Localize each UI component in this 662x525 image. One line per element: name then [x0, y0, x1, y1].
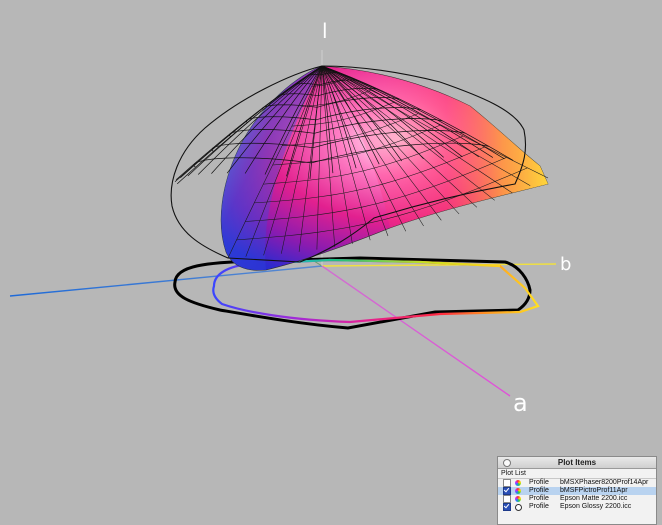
- solid-gamut-mesh: [227, 65, 549, 259]
- plot-item-name: Epson Glossy 2200.icc: [560, 503, 632, 510]
- l-axis-label: l: [322, 19, 328, 43]
- plot-item-kind: Profile: [529, 503, 549, 510]
- plot-list-item[interactable]: Profile Epson Glossy 2200.icc: [498, 503, 656, 511]
- wireframe-meridian: [321, 65, 380, 165]
- visibility-checkbox[interactable]: [503, 503, 511, 511]
- wireframe-meridian: [286, 65, 323, 177]
- plot-item-name: bMSXPhaser8200Prof14Apr: [560, 479, 649, 486]
- wireframe-meridian: [321, 65, 463, 158]
- color-wheel-icon: [515, 496, 521, 502]
- plot-items-title: Plot Items: [557, 458, 597, 467]
- wireframe-parallel: [245, 107, 421, 123]
- wireframe-parallel: [277, 87, 379, 98]
- color-wheel-icon: [515, 488, 521, 494]
- plot-items-panel: Plot Items Plot List Profile bMSXPhaser82…: [497, 456, 657, 525]
- solid-parallel: [254, 146, 486, 204]
- wireframe-parallel: [292, 79, 360, 87]
- plot-list-item[interactable]: Profile bMSFPictroProf11Apr: [498, 487, 656, 495]
- wireframe-parallel: [228, 118, 443, 137]
- solid-parallel: [282, 113, 418, 146]
- gamut-projection-outline-color: [212, 258, 540, 324]
- wireframe-gamut-outline: [170, 65, 527, 263]
- close-icon[interactable]: [503, 459, 511, 467]
- a-axis-positive: [321, 265, 511, 397]
- wireframe-parallel: [262, 97, 400, 110]
- plot-item-kind: Profile: [529, 495, 549, 502]
- wireframe-parallel: [211, 130, 466, 152]
- wireframe-meridian: [309, 65, 323, 180]
- wireframe-meridian: [321, 65, 480, 158]
- plot-list-item[interactable]: Profile bMSXPhaser8200Prof14Apr: [498, 479, 656, 487]
- plot-item-name: bMSFPictroProf11Apr: [560, 487, 628, 494]
- color-wheel-icon: [515, 480, 521, 486]
- wireframe-meridian: [321, 65, 357, 169]
- wireframe-gamut-mesh: [174, 65, 514, 185]
- b-axis-positive: [321, 263, 557, 267]
- solid-parallel: [263, 135, 464, 185]
- plot-list-header: Plot List: [498, 469, 656, 479]
- wireframe-meridian: [321, 65, 444, 158]
- plot-item-kind: Profile: [529, 487, 549, 494]
- plot-items-titlebar[interactable]: Plot Items: [498, 457, 656, 469]
- wireframe-meridian: [321, 65, 514, 161]
- wireframe-parallel: [193, 142, 489, 168]
- solid-gamut-warm-face: [322, 66, 548, 228]
- plot-item-kind: Profile: [529, 479, 549, 486]
- b-axis-label: b: [560, 254, 572, 275]
- plot-list-item[interactable]: Profile Epson Matte 2200.icc: [498, 495, 656, 503]
- outline-circle-icon: [515, 504, 522, 511]
- a-axis-label: a: [513, 389, 528, 417]
- solid-parallel: [245, 157, 507, 222]
- wireframe-meridian: [211, 65, 323, 174]
- solid-parallel: [236, 167, 528, 241]
- wireframe-parallel: [307, 72, 341, 76]
- plot-item-name: Epson Matte 2200.icc: [560, 495, 628, 502]
- solid-parallel: [272, 124, 441, 166]
- b-axis-negative: [9, 265, 323, 297]
- visibility-checkbox[interactable]: [503, 487, 511, 495]
- plot-list: Profile bMSXPhaser8200Prof14Apr Profile bMS…: [498, 479, 656, 511]
